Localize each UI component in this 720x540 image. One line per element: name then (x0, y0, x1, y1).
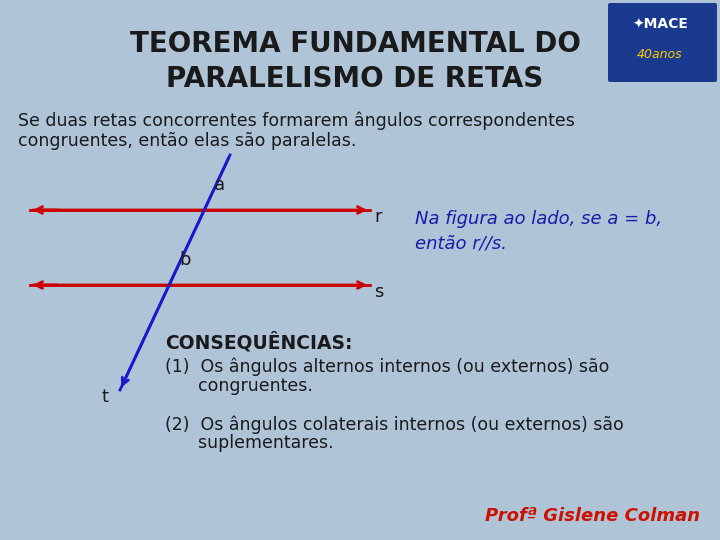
Text: suplementares.: suplementares. (165, 434, 333, 452)
Text: ✦MACE: ✦MACE (632, 18, 688, 32)
Text: congruentes, então elas são paralelas.: congruentes, então elas são paralelas. (18, 132, 356, 150)
Text: Se duas retas concorrentes formarem ângulos correspondentes: Se duas retas concorrentes formarem ângu… (18, 112, 575, 131)
Text: TEOREMA FUNDAMENTAL DO: TEOREMA FUNDAMENTAL DO (130, 30, 580, 58)
Text: r: r (374, 208, 382, 226)
Text: então r//s.: então r//s. (415, 235, 507, 253)
Text: PARALELISMO DE RETAS: PARALELISMO DE RETAS (166, 65, 544, 93)
Text: 40anos: 40anos (637, 49, 683, 62)
Text: CONSEQUÊNCIAS:: CONSEQUÊNCIAS: (165, 332, 353, 353)
Text: Na figura ao lado, se a = b,: Na figura ao lado, se a = b, (415, 210, 662, 228)
Text: congruentes.: congruentes. (165, 377, 313, 395)
Text: s: s (374, 283, 383, 301)
Text: (1)  Os ângulos alternos internos (ou externos) são: (1) Os ângulos alternos internos (ou ext… (165, 358, 609, 376)
Text: a: a (215, 176, 225, 194)
Text: Profª Gislene Colman: Profª Gislene Colman (485, 507, 700, 525)
FancyBboxPatch shape (608, 3, 717, 82)
Text: (2)  Os ângulos colaterais internos (ou externos) são: (2) Os ângulos colaterais internos (ou e… (165, 415, 624, 434)
Text: t: t (102, 388, 109, 406)
Text: b: b (179, 251, 191, 269)
